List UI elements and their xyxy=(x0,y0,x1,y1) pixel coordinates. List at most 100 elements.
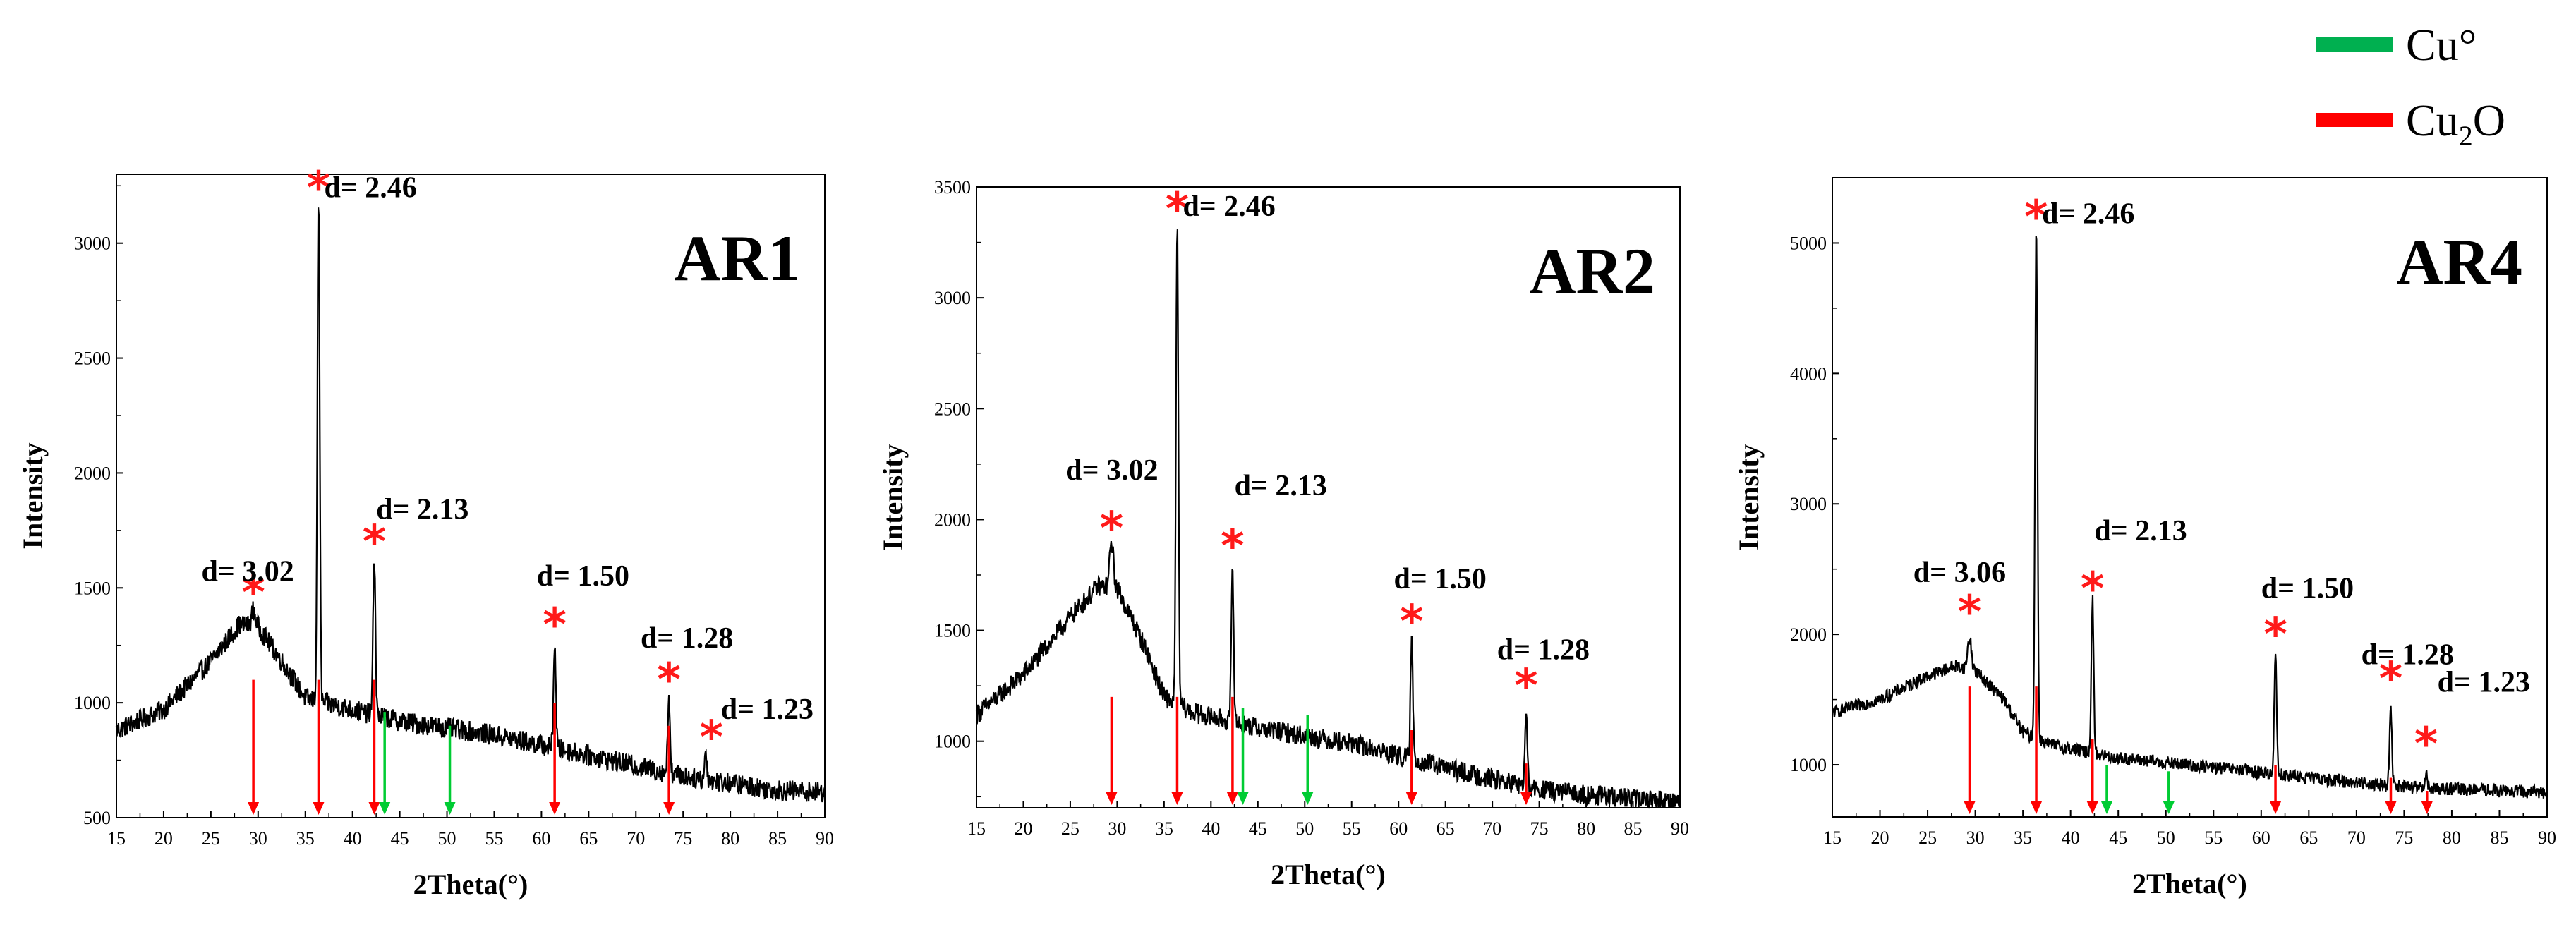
y-tick-label: 1500 xyxy=(74,578,111,598)
cu2o-reference-arrow-head xyxy=(1964,801,1976,814)
legend-item-cu: Cu° xyxy=(2316,20,2477,70)
legend-swatch-cu xyxy=(2316,37,2393,52)
cu-reference-arrow-head xyxy=(379,802,391,815)
cu2o-peak-star: * xyxy=(363,516,386,569)
d-spacing-label: d= 2.46 xyxy=(2042,198,2134,231)
panel-title: AR4 xyxy=(2396,226,2522,298)
d-spacing-label: d= 2.13 xyxy=(2094,515,2187,547)
x-tick-label: 85 xyxy=(2490,828,2508,848)
x-tick-label: 25 xyxy=(202,828,220,849)
x-tick-label: 75 xyxy=(1530,818,1549,839)
panel-title: AR1 xyxy=(674,222,800,294)
cu2o-peak-star: * xyxy=(1958,587,1981,639)
d-spacing-label: d= 1.23 xyxy=(2438,666,2530,698)
cu-reference-arrow-head xyxy=(1237,792,1249,805)
y-tick-label: 3000 xyxy=(934,288,971,308)
x-tick-label: 85 xyxy=(768,828,787,849)
xrd-pattern-line xyxy=(975,229,1681,809)
x-tick-label: 70 xyxy=(627,828,645,849)
x-tick-label: 35 xyxy=(2014,828,2032,848)
legend-label-cu2o-suffix: O xyxy=(2473,95,2505,145)
d-spacing-label: d= 1.28 xyxy=(2362,639,2454,672)
legend-label-cu: Cu° xyxy=(2406,20,2477,70)
x-tick-label: 90 xyxy=(2538,828,2556,848)
x-tick-label: 50 xyxy=(2157,828,2175,848)
cu2o-peak-star: * xyxy=(1514,660,1537,713)
legend-label-cu2o-main: Cu xyxy=(2406,95,2459,145)
cu2o-reference-arrow-head xyxy=(2031,801,2043,814)
y-axis-title: Intensity xyxy=(877,444,909,550)
cu2o-reference-arrow-head xyxy=(663,802,675,815)
y-tick-label: 1000 xyxy=(74,693,111,713)
x-tick-label: 65 xyxy=(2299,828,2318,848)
xrd-pattern-line xyxy=(1832,236,2548,799)
chart-panel-ar4: 15 20 25 30 35 40 45 50 55 60 65 70 75 80 85 90 1000 2000… xyxy=(1733,177,2556,899)
x-tick-label: 60 xyxy=(2252,828,2270,848)
panel-title: AR2 xyxy=(1529,235,1655,307)
y-tick-label: 2000 xyxy=(74,463,111,483)
x-tick-label: 55 xyxy=(2204,828,2223,848)
cu-reference-arrow-head xyxy=(444,802,456,815)
x-tick-label: 35 xyxy=(296,828,315,849)
d-spacing-label: d= 3.06 xyxy=(1913,557,2006,589)
x-tick-label: 80 xyxy=(721,828,739,849)
cu2o-peak-star: * xyxy=(2263,609,2287,661)
x-tick-label: 85 xyxy=(1624,818,1643,839)
x-tick-label: 75 xyxy=(2395,828,2413,848)
chart-panel-ar1: 15 20 25 30 35 40 45 50 55 60 65 70 75 80 85 90 500 1000 1… xyxy=(17,163,834,900)
cu-reference-arrow-head xyxy=(2100,801,2112,814)
cu2o-peak-star: * xyxy=(2379,653,2402,705)
cu2o-reference-arrow-head xyxy=(2385,801,2397,814)
x-tick-label: 15 xyxy=(967,818,986,839)
cu2o-peak-star: * xyxy=(2081,563,2104,615)
legend-label-cu2o: Cu2O xyxy=(2406,95,2505,152)
cu2o-peak-star: * xyxy=(657,655,680,707)
x-tick-label: 80 xyxy=(1577,818,1595,839)
x-tick-label: 25 xyxy=(1061,818,1080,839)
cu2o-reference-arrow-head xyxy=(2086,801,2098,814)
x-tick-label: 65 xyxy=(579,828,598,849)
x-tick-label: 20 xyxy=(1871,828,1889,848)
d-spacing-label: d= 1.50 xyxy=(537,560,629,593)
d-spacing-label: d= 2.13 xyxy=(1235,470,1327,502)
cu2o-peak-star: * xyxy=(307,163,330,215)
x-tick-label: 45 xyxy=(1249,818,1267,839)
x-tick-label: 30 xyxy=(249,828,267,849)
y-tick-label: 2000 xyxy=(1790,624,1827,645)
d-spacing-label: d= 1.50 xyxy=(2261,572,2354,605)
y-tick-label: 2000 xyxy=(934,509,971,530)
y-axis-title: Intensity xyxy=(17,442,49,549)
x-tick-label: 45 xyxy=(2109,828,2127,848)
x-axis-title: 2Theta(°) xyxy=(413,868,528,900)
x-tick-label: 35 xyxy=(1155,818,1173,839)
d-spacing-label: d= 1.50 xyxy=(1394,563,1487,595)
cu2o-peak-star: * xyxy=(1100,503,1123,555)
cu2o-reference-arrow-head xyxy=(313,802,325,815)
cu2o-reference-arrow-head xyxy=(248,802,260,815)
y-tick-label: 1000 xyxy=(934,732,971,752)
y-tick-label: 4000 xyxy=(1790,363,1827,384)
x-tick-label: 65 xyxy=(1437,818,1455,839)
x-tick-label: 20 xyxy=(1014,818,1032,839)
x-axis-title: 2Theta(°) xyxy=(1271,859,1386,890)
y-tick-label: 1000 xyxy=(1790,755,1827,775)
x-tick-label: 75 xyxy=(674,828,692,849)
x-tick-label: 30 xyxy=(1966,828,1985,848)
cu2o-reference-arrow-head xyxy=(2421,801,2433,814)
cu2o-reference-arrow-head xyxy=(1405,792,1417,805)
cu2o-peak-star: * xyxy=(543,599,566,651)
cu-reference-arrow-head xyxy=(1302,792,1314,805)
x-tick-label: 30 xyxy=(1108,818,1126,839)
cu2o-peak-star: * xyxy=(1166,183,1189,236)
y-tick-label: 2500 xyxy=(74,349,111,369)
x-axis-title: 2Theta(°) xyxy=(2132,868,2247,899)
x-tick-label: 50 xyxy=(1295,818,1314,839)
legend: Cu° Cu2O xyxy=(2316,20,2505,152)
d-spacing-label: d= 2.46 xyxy=(325,172,417,205)
cu2o-reference-arrow-head xyxy=(368,802,380,815)
y-axis-title: Intensity xyxy=(1733,444,1765,550)
x-tick-label: 70 xyxy=(1483,818,1501,839)
legend-swatch-cu2o xyxy=(2316,113,2393,127)
y-tick-label: 3000 xyxy=(1790,494,1827,514)
